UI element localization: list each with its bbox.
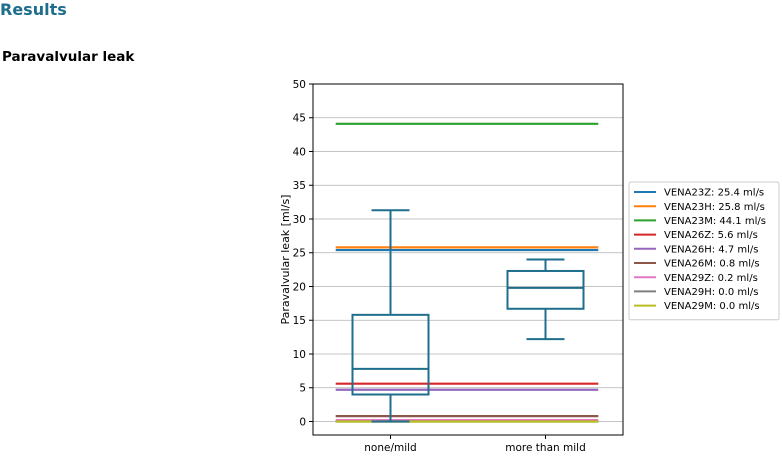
y-tick-label: 35	[293, 180, 306, 192]
section-title: Paravalvular leak	[2, 49, 135, 65]
y-tick-label: 45	[293, 113, 306, 125]
legend-entry: VENA29M: 0.0 ml/s	[664, 301, 760, 312]
x-tick-label: more than mild	[505, 442, 585, 454]
legend-entry: VENA23H: 25.8 ml/s	[664, 202, 765, 213]
results-heading: Results	[0, 0, 67, 19]
legend-entry: VENA26Z: 5.6 ml/s	[664, 230, 758, 241]
y-tick-label: 0	[299, 416, 306, 428]
legend: VENA23Z: 25.4 ml/s VENA23H: 25.8 ml/s VENA…	[628, 181, 780, 321]
legend-entry: VENA23Z: 25.4 ml/s	[664, 188, 764, 199]
box-iqr	[506, 269, 585, 310]
legend-entry: VENA29Z: 0.2 ml/s	[664, 273, 758, 284]
boxplot-0	[351, 209, 430, 423]
y-tick-label: 40	[293, 146, 306, 158]
y-tick-label: 15	[293, 315, 306, 327]
legend-box	[628, 181, 780, 321]
box-iqr	[351, 313, 430, 396]
y-tick-label: 20	[293, 281, 306, 293]
legend-entry: VENA26H: 4.7 ml/s	[664, 244, 758, 255]
grid-lines	[313, 83, 623, 422]
boxplot-1	[506, 258, 585, 341]
y-tick-label: 10	[293, 349, 306, 361]
plot-frame	[312, 83, 624, 436]
y-tick-label: 25	[293, 248, 306, 260]
y-tick-label: 5	[299, 383, 306, 395]
legend-entry: VENA29H: 0.0 ml/s	[664, 287, 758, 298]
legend-entry: VENA23M: 44.1 ml/s	[664, 216, 766, 227]
boxplots	[351, 209, 585, 423]
axes: 0 5 10 15 20 25 30 35 40 45 50 none/mild more than m…	[293, 79, 586, 454]
legend-entry: VENA26M: 0.8 ml/s	[664, 259, 760, 270]
y-tick-label: 30	[293, 214, 306, 226]
y-tick-label: 50	[293, 79, 306, 91]
reference-lines	[335, 122, 599, 423]
x-tick-label: none/mild	[364, 442, 416, 454]
y-axis-label: Paravalvular leak [ml/s]	[279, 195, 292, 325]
